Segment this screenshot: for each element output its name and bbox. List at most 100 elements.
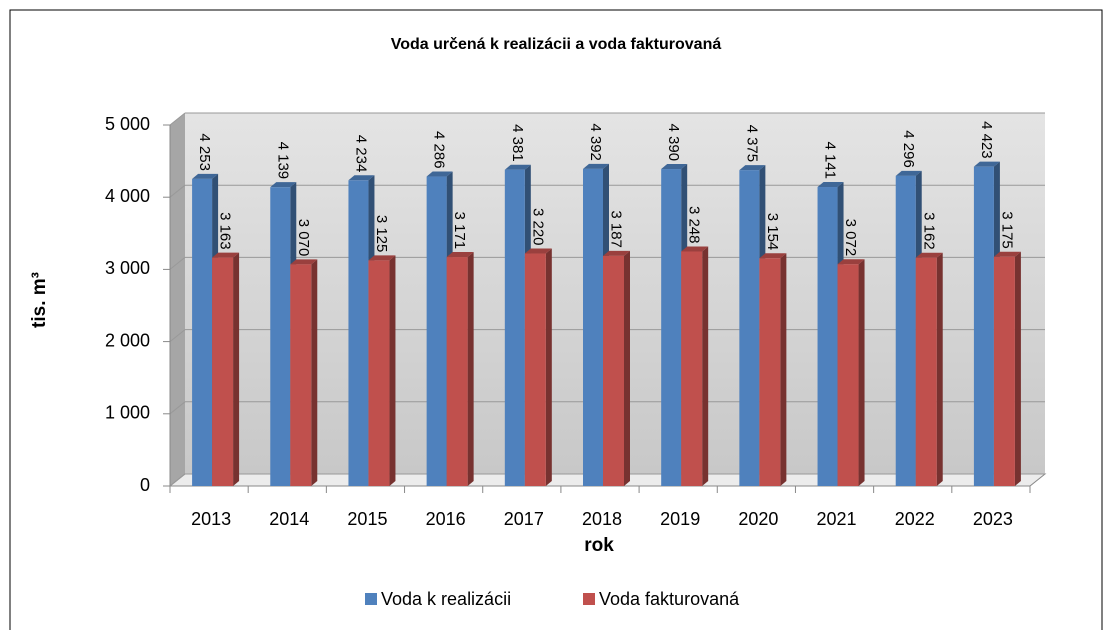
bar-top [759,253,787,259]
value-label: 4 390 [665,123,682,161]
bar-side [467,252,474,486]
bar-side [545,248,552,486]
bar [739,170,760,486]
x-tick-label: 2014 [269,509,309,529]
bar-top [426,171,453,177]
bar-top [524,248,552,254]
bar-top [817,182,844,188]
bar [270,187,291,487]
bar-top [270,182,297,188]
grid-line [169,112,186,126]
bar-side [858,259,865,486]
bar-side [389,255,396,486]
value-label: 3 125 [373,215,390,253]
bar-top [446,252,474,258]
x-tick-label: 2020 [738,509,778,529]
bar-top [973,161,1000,167]
value-label: 3 162 [920,212,937,250]
bar-top [212,252,240,258]
y-tick-label: 3 000 [105,258,150,278]
bar [759,258,781,486]
value-label: 4 381 [509,124,526,162]
bar-side [780,253,787,486]
bar [603,255,624,486]
bar-side [233,252,240,486]
side-wall [170,113,185,486]
value-label: 4 139 [274,142,291,180]
bar-top [368,255,396,261]
bar [348,180,369,486]
y-tick-label: 4 000 [105,186,150,206]
value-label: 4 392 [587,123,604,161]
grid-line [169,257,186,270]
bar-top [895,170,922,176]
value-label: 3 163 [217,212,234,250]
bar [973,166,994,486]
grid-line [169,184,186,198]
bar [426,176,447,487]
bar-side [311,259,318,486]
grid-line [169,329,186,342]
bar [895,175,916,486]
y-tick-label: 2 000 [105,330,150,350]
bar-top [739,165,766,171]
bar [661,169,682,487]
value-label: 3 171 [451,212,468,250]
value-label: 4 423 [978,121,995,159]
value-label: 3 248 [686,206,703,244]
value-label: 4 375 [743,125,760,163]
value-label: 4 253 [196,133,213,171]
bar-top [993,251,1021,257]
value-label: 3 220 [529,208,546,246]
bar-top [681,246,709,252]
bar-top [661,164,688,170]
bar-side [1014,251,1021,486]
value-label: 4 286 [431,131,448,169]
grid-line [169,401,186,415]
value-label: 3 154 [764,213,781,251]
x-tick-label: 2022 [895,509,935,529]
x-tick-label: 2023 [973,509,1013,529]
bar [192,178,213,486]
legend-label: Voda fakturovaná [599,589,740,609]
bar-side [702,246,709,486]
bar-top [837,259,865,265]
x-axis-label: rok [584,535,614,556]
bar [290,264,312,486]
bar [915,257,937,486]
x-tick-label: 2018 [582,509,622,529]
bar-top [348,175,375,181]
legend-label: Voda k realizácii [381,589,511,609]
bar [837,264,859,486]
value-label: 4 141 [822,141,839,179]
bar-top [504,164,531,170]
y-axis-label: tis. m³ [29,272,50,328]
bar-top [290,259,318,265]
bar-top [915,252,943,258]
bar [524,253,546,486]
x-tick-label: 2016 [426,509,466,529]
bar [504,169,525,486]
bar [993,256,1015,486]
x-tick-label: 2019 [660,509,700,529]
bar [583,168,603,487]
chart-title: Voda určená k realizácii a voda fakturov… [391,36,722,53]
bar-side [936,252,943,486]
value-label: 3 175 [998,211,1015,249]
x-tick-label: 2017 [504,509,544,529]
y-tick-label: 1 000 [105,403,150,423]
y-tick-label: 0 [140,475,150,495]
bar [212,257,234,486]
legend-swatch [365,593,377,605]
bar [817,187,838,486]
x-tick-label: 2021 [817,509,857,529]
bar [368,260,390,486]
grid-line [169,473,186,487]
value-label: 4 234 [352,135,369,173]
x-tick-label: 2013 [191,509,231,529]
value-label: 4 296 [900,130,917,168]
value-label: 3 187 [608,210,625,248]
bar-top [583,163,609,169]
x-tick-label: 2015 [347,509,387,529]
